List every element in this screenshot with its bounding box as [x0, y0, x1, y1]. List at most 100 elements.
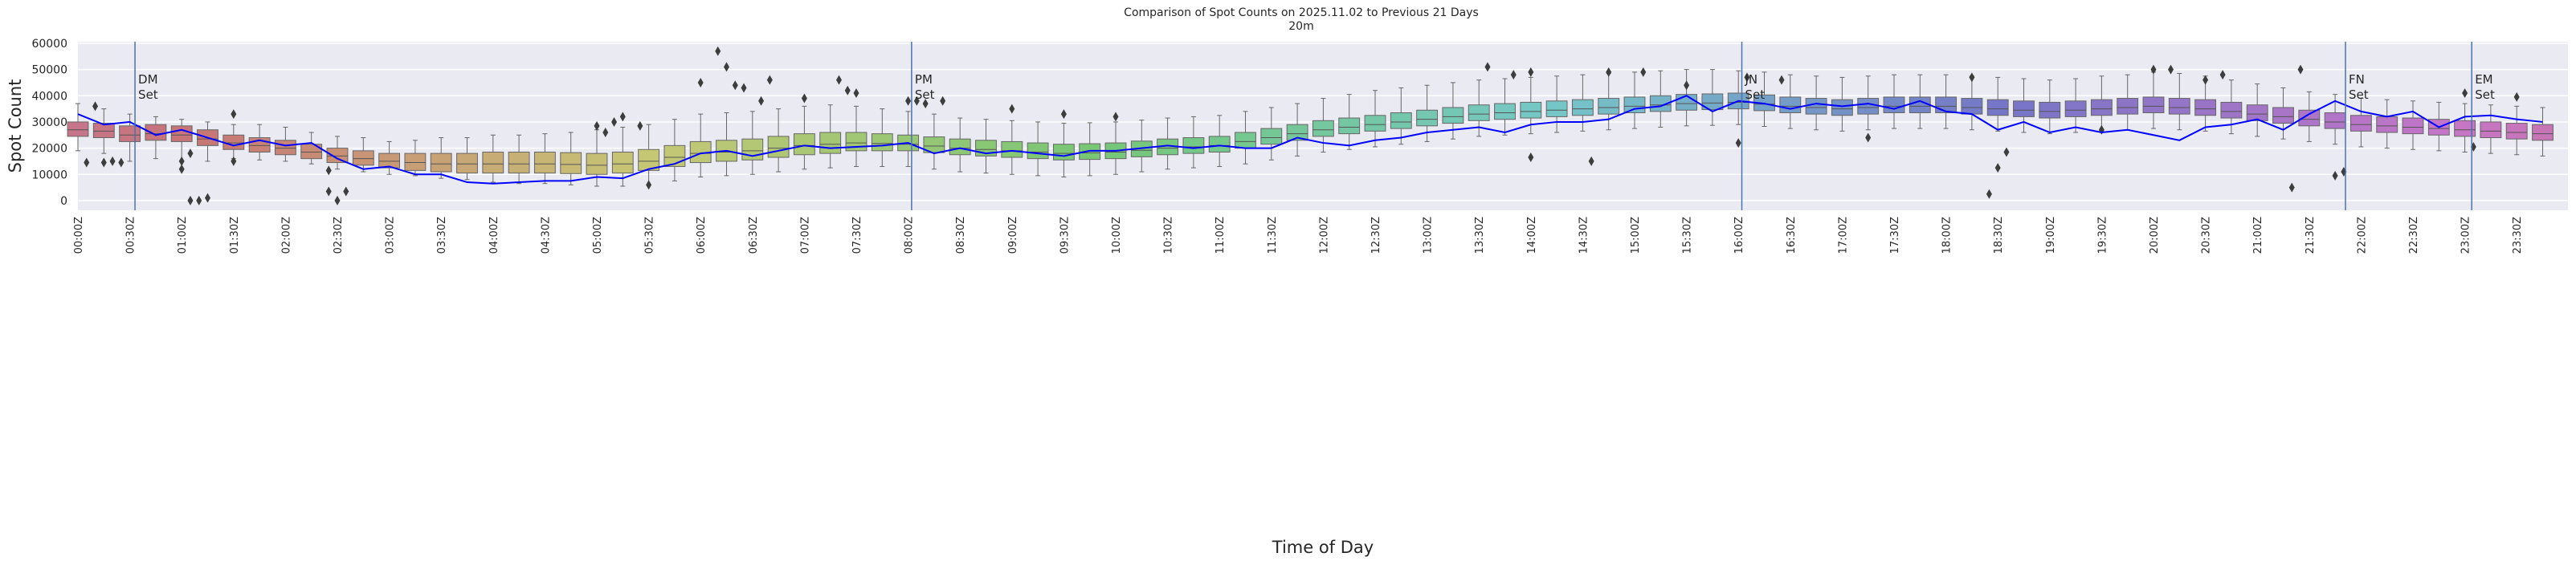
y-tick-label: 30000 — [31, 116, 67, 129]
box — [404, 152, 427, 171]
x-tick-label: 16:30Z — [1786, 217, 1798, 254]
outlier-point — [231, 109, 237, 120]
box — [1364, 115, 1386, 132]
box — [845, 132, 868, 152]
x-axis-label: Time of Day — [1272, 538, 1374, 557]
box — [1779, 96, 1802, 114]
box — [1831, 99, 1853, 116]
x-tick-label: 06:30Z — [748, 217, 760, 254]
x-tick-label: 23:30Z — [2512, 217, 2524, 254]
y-axis-label: Spot Count — [6, 79, 25, 173]
x-tick-label: 23:00Z — [2460, 217, 2472, 254]
box — [663, 144, 686, 167]
outlier-point — [844, 85, 851, 96]
box — [352, 150, 374, 166]
box — [326, 148, 349, 164]
box — [2194, 99, 2217, 116]
x-tick-label: 02:00Z — [280, 217, 292, 254]
x-tick-label: 01:30Z — [229, 217, 241, 254]
x-tick-label: 00:00Z — [73, 217, 85, 254]
box — [1883, 96, 1905, 114]
outlier-point — [1640, 67, 1647, 77]
x-tick-label: 15:30Z — [1682, 217, 1694, 254]
y-tick-label: 40000 — [31, 90, 67, 103]
box — [2168, 98, 2190, 115]
box — [2142, 96, 2165, 114]
box — [560, 152, 582, 174]
box — [1286, 124, 1308, 141]
outlier-point — [1865, 132, 1872, 143]
box — [1909, 96, 1931, 114]
box — [456, 152, 478, 174]
box — [1857, 98, 1880, 115]
box — [119, 125, 141, 142]
box — [2298, 109, 2321, 127]
x-tick-label: 07:00Z — [799, 217, 811, 254]
y-tick-label: 50000 — [31, 64, 67, 77]
outlier-point — [835, 75, 842, 85]
box — [274, 140, 296, 156]
box — [300, 144, 323, 160]
outlier-point — [1009, 104, 1015, 114]
x-tick-label: 04:00Z — [488, 217, 500, 254]
outlier-point — [602, 128, 609, 138]
outlier-point — [2288, 182, 2295, 193]
box — [1676, 94, 1698, 111]
x-tick-label: 09:30Z — [1059, 217, 1071, 254]
outlier-point — [231, 156, 237, 166]
box — [2324, 112, 2346, 129]
outlier-point — [1744, 72, 1750, 83]
box — [2090, 99, 2113, 116]
x-tick-label: 11:00Z — [1215, 217, 1227, 254]
x-tick-label: 03:00Z — [385, 217, 397, 254]
box — [949, 138, 971, 156]
outlier-point — [2202, 75, 2209, 85]
outlier-point — [940, 96, 946, 106]
outlier-point — [2297, 64, 2304, 75]
outlier-point — [619, 112, 626, 122]
box — [378, 152, 401, 169]
outlier-point — [205, 193, 210, 203]
box — [1961, 98, 1983, 115]
x-tick-label: 20:00Z — [2149, 217, 2161, 254]
box — [67, 121, 89, 137]
x-tick-label: 05:00Z — [592, 217, 604, 254]
box — [1416, 109, 1439, 127]
outlier-point — [715, 46, 721, 56]
outlier-point — [2219, 70, 2226, 80]
box — [871, 133, 893, 152]
outlier-point — [178, 156, 185, 166]
box — [1235, 132, 1256, 149]
x-tick-label: 06:00Z — [696, 217, 708, 254]
y-tick-label: 10000 — [31, 169, 67, 181]
box — [1598, 98, 1620, 115]
box — [1935, 96, 1958, 114]
x-tick-label: 17:30Z — [1889, 217, 1901, 254]
outlier-point — [732, 80, 738, 91]
box — [1312, 120, 1334, 137]
event-marker-label: DM — [138, 72, 158, 87]
x-tick-label: 21:00Z — [2252, 217, 2264, 254]
x-tick-label: 16:00Z — [1733, 217, 1745, 254]
outlier-point — [1994, 163, 2001, 173]
x-tick-label: 19:30Z — [2096, 217, 2109, 254]
outlier-point — [913, 96, 920, 106]
x-tick-label: 05:30Z — [644, 217, 656, 254]
x-tick-label: 14:00Z — [1526, 217, 1538, 254]
outlier-point — [905, 96, 912, 106]
x-tick-label: 14:30Z — [1578, 217, 1590, 254]
outlier-point — [2332, 170, 2338, 181]
outlier-point — [801, 93, 807, 104]
chart-subtitle: 20m — [1288, 20, 1313, 33]
outlier-point — [766, 75, 773, 85]
box — [533, 151, 556, 174]
x-tick-label: 15:00Z — [1630, 217, 1642, 254]
box — [2246, 104, 2268, 121]
x-tick-label: 08:00Z — [904, 217, 916, 254]
box — [2402, 117, 2424, 135]
outlier-point — [1528, 67, 1534, 77]
box — [1027, 142, 1049, 160]
box — [586, 152, 608, 175]
event-marker-label: EM — [2475, 72, 2492, 87]
